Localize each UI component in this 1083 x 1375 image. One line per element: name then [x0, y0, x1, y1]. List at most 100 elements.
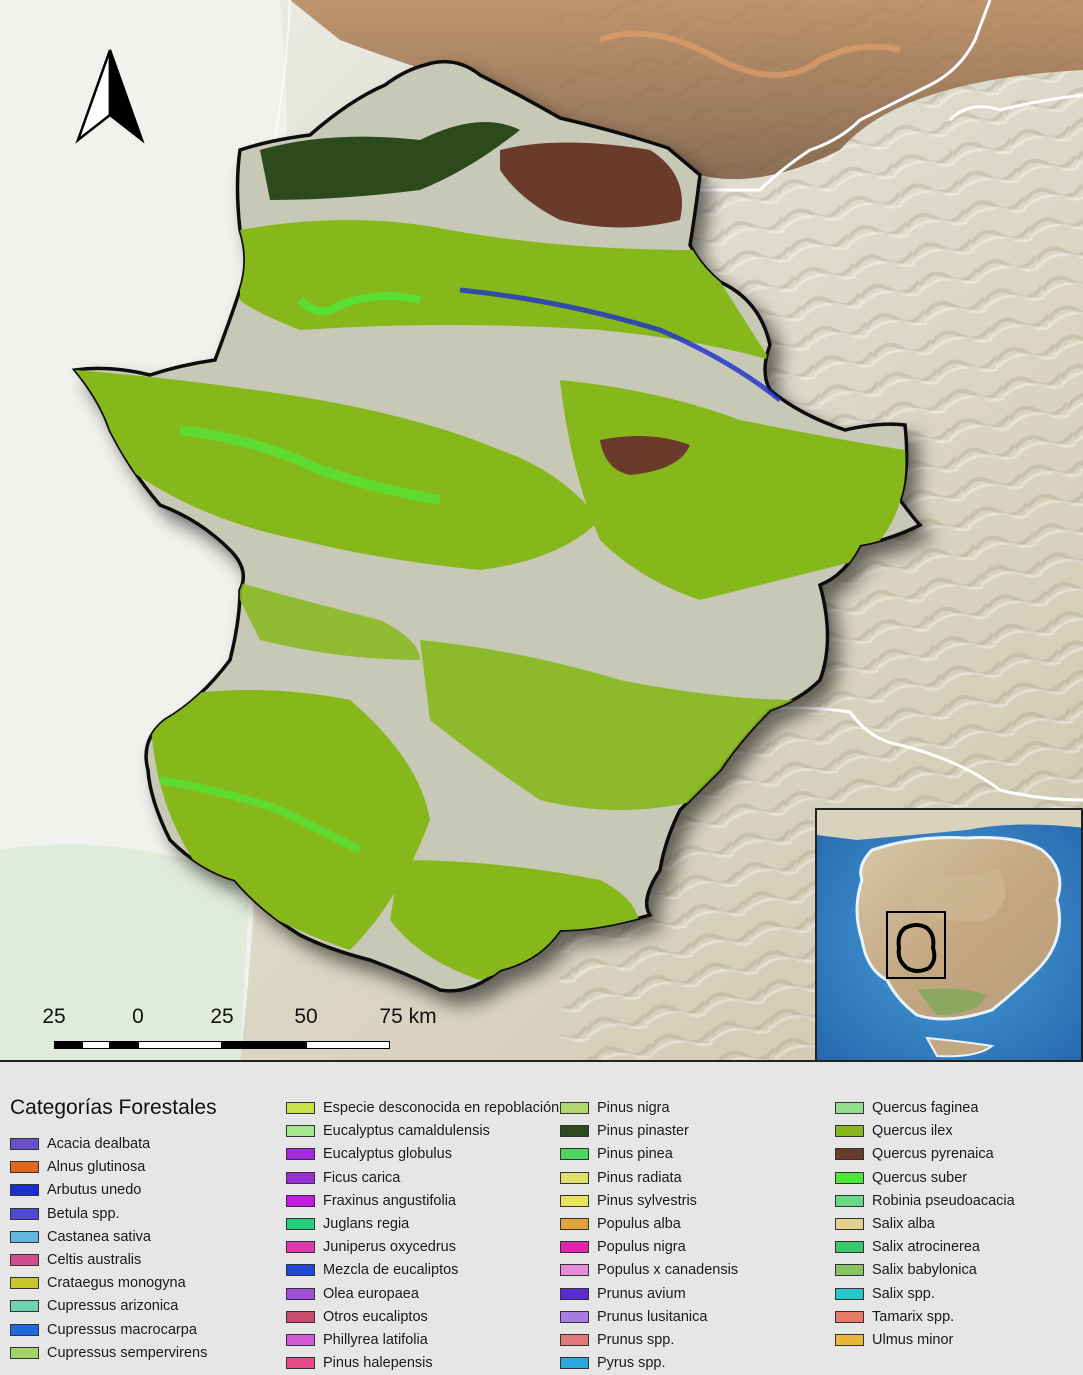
legend-item: Populus alba	[560, 1213, 681, 1235]
legend-label: Quercus pyrenaica	[872, 1146, 994, 1163]
legend-swatch	[560, 1264, 589, 1277]
legend-swatch	[835, 1171, 864, 1184]
legend-swatch	[835, 1194, 864, 1207]
legend-swatch	[286, 1287, 315, 1300]
legend-label: Ficus carica	[323, 1169, 401, 1186]
legend-swatch	[835, 1334, 864, 1346]
legend-swatch	[560, 1218, 589, 1230]
legend-swatch	[10, 1184, 39, 1197]
legend-item: Robinia pseudoacacia	[835, 1190, 1015, 1212]
legend-swatch	[560, 1102, 589, 1114]
legend-item: Phillyrea latifolia	[286, 1329, 428, 1351]
legend-label: Pinus halepensis	[323, 1355, 433, 1372]
legend-swatch	[286, 1334, 315, 1346]
forest-patch-south	[420, 640, 800, 810]
legend-swatch	[286, 1357, 315, 1370]
legend-item: Prunus spp.	[560, 1329, 674, 1351]
legend-item: Quercus pyrenaica	[835, 1143, 994, 1165]
legend-item: Quercus ilex	[835, 1120, 953, 1142]
legend-item: Quercus faginea	[835, 1097, 978, 1119]
legend-swatch	[10, 1323, 39, 1336]
legend-swatch	[560, 1334, 589, 1346]
legend-label: Pinus radiata	[597, 1169, 682, 1186]
legend-item: Mezcla de eucaliptos	[286, 1259, 458, 1281]
legend-item: Cupressus sempervirens	[10, 1342, 207, 1364]
regional-border-northeast	[948, 93, 1083, 122]
north-arrow-icon	[75, 49, 145, 144]
legend-swatch	[560, 1125, 589, 1138]
legend-label: Fraxinus angustifolia	[323, 1192, 456, 1209]
locator-inset-map[interactable]	[815, 808, 1083, 1060]
forest-patch-southeast	[390, 860, 640, 980]
legend-label: Populus nigra	[597, 1239, 686, 1256]
legend-swatch	[286, 1241, 315, 1254]
scale-label-75km: 75 km	[379, 1005, 437, 1028]
legend-swatch	[560, 1148, 589, 1161]
legend-label: Mezcla de eucaliptos	[323, 1262, 459, 1279]
legend-item: Pinus sylvestris	[560, 1190, 697, 1212]
scale-segment	[110, 1041, 138, 1049]
legend-swatch	[10, 1161, 39, 1174]
legend-item: Cupressus arizonica	[10, 1295, 178, 1317]
legend-label: Tamarix spp.	[872, 1308, 955, 1325]
legend-swatch	[10, 1138, 39, 1150]
legend-swatch	[835, 1218, 864, 1230]
scale-segment	[82, 1041, 110, 1049]
legend-item: Juglans regia	[286, 1213, 409, 1235]
legend-item: Otros eucaliptos	[286, 1306, 428, 1328]
legend-item: Arbutus unedo	[10, 1179, 141, 1201]
legend-swatch	[286, 1194, 315, 1207]
legend-label: Alnus glutinosa	[47, 1159, 146, 1176]
legend-label: Betula spp.	[47, 1205, 120, 1222]
legend-label: Pyrus spp.	[597, 1355, 666, 1372]
quercus-pyrenaica-patch	[500, 142, 682, 228]
scale-bar: 25 0 25 50 75 km	[40, 1005, 437, 1055]
legend-swatch	[560, 1357, 589, 1370]
legend-item: Cupressus macrocarpa	[10, 1319, 197, 1341]
map-frame[interactable]: 25 0 25 50 75 km	[0, 0, 1083, 1062]
legend-swatch	[286, 1264, 315, 1277]
iberian-peninsula-locator-map	[817, 810, 1081, 1060]
legend-item: Alnus glutinosa	[10, 1156, 145, 1178]
quercus-suber-west	[179, 425, 441, 505]
legend-item: Pinus radiata	[560, 1167, 682, 1189]
legend-label: Quercus ilex	[872, 1123, 953, 1140]
southwest-plain	[0, 844, 250, 1060]
legend-label: Salix spp.	[872, 1285, 935, 1302]
legend-swatch	[560, 1194, 589, 1207]
legend-label: Acacia dealbata	[47, 1136, 151, 1152]
legend-label: Prunus avium	[597, 1285, 686, 1302]
legend-label: Eucalyptus camaldulensis	[323, 1123, 490, 1140]
legend-item: Salix atrocinerea	[835, 1236, 980, 1258]
legend-swatch	[835, 1264, 864, 1277]
legend-item: Celtis australis	[10, 1249, 141, 1271]
legend-label: Salix alba	[872, 1216, 935, 1232]
legend-item: Pinus pinea	[560, 1143, 673, 1165]
legend-label: Arbutus unedo	[47, 1182, 142, 1199]
legend-item: Olea europaea	[286, 1283, 419, 1305]
legend-item: Prunus avium	[560, 1283, 686, 1305]
legend-swatch	[286, 1125, 315, 1138]
mountain-highlight	[598, 30, 901, 78]
legend-item: Eucalyptus globulus	[286, 1143, 452, 1165]
legend-item: Quercus suber	[835, 1167, 967, 1189]
legend-item: Crataegus monogyna	[10, 1272, 186, 1294]
legend-item: Juniperus oxycedrus	[286, 1236, 456, 1258]
forest-patch-east	[560, 380, 906, 600]
legend-label: Robinia pseudoacacia	[872, 1192, 1015, 1209]
scale-segment	[306, 1041, 390, 1049]
legend-swatch	[286, 1148, 315, 1161]
legend-swatch	[286, 1102, 315, 1114]
legend-swatch	[286, 1310, 315, 1323]
scale-segment	[222, 1041, 306, 1049]
legend-item: Especie desconocida en repoblación	[286, 1097, 559, 1119]
forest-patch-center	[230, 580, 420, 660]
legend-label: Salix atrocinerea	[872, 1239, 980, 1256]
legend-swatch	[10, 1254, 39, 1266]
legend-label: Populus x canadensis	[597, 1262, 739, 1279]
legend-item: Pyrus spp.	[560, 1352, 666, 1374]
legend-swatch	[286, 1171, 315, 1184]
legend-swatch	[10, 1277, 39, 1290]
legend-label: Castanea sativa	[47, 1228, 151, 1245]
legend-item: Pinus nigra	[560, 1097, 670, 1119]
